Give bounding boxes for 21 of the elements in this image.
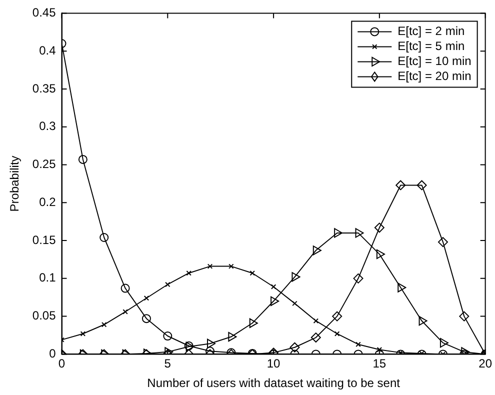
legend-label: E[tc] = 5 min	[398, 39, 465, 54]
y-tick-label: 0.3	[39, 119, 56, 134]
y-tick-label: 0.1	[39, 270, 56, 285]
x-tick-label: 10	[266, 356, 281, 371]
y-tick-label: 0.2	[39, 194, 56, 209]
y-tick-label: 0.45	[32, 6, 56, 20]
legend-label: E[tc] = 20 min	[398, 69, 472, 84]
legend-label: E[tc] = 10 min	[398, 54, 472, 68]
y-tick-label: 0.05	[32, 308, 56, 323]
x-tick-label: 15	[372, 356, 386, 371]
x-tick-label: 0	[58, 356, 66, 371]
y-axis-title: Probability	[8, 156, 22, 212]
y-tick-label: 0.15	[32, 232, 56, 247]
x-tick-label: 5	[164, 356, 172, 371]
y-tick-label: 0.25	[32, 157, 56, 172]
y-tick-label: 0	[49, 346, 56, 361]
x-axis-title: Number of users with dataset waiting to be sent	[147, 376, 401, 390]
y-tick-label: 0.35	[32, 81, 56, 96]
legend-label: E[tc] = 2 min	[398, 24, 465, 38]
x-tick-label: 20	[478, 356, 492, 371]
y-tick-label: 0.4	[39, 43, 56, 58]
